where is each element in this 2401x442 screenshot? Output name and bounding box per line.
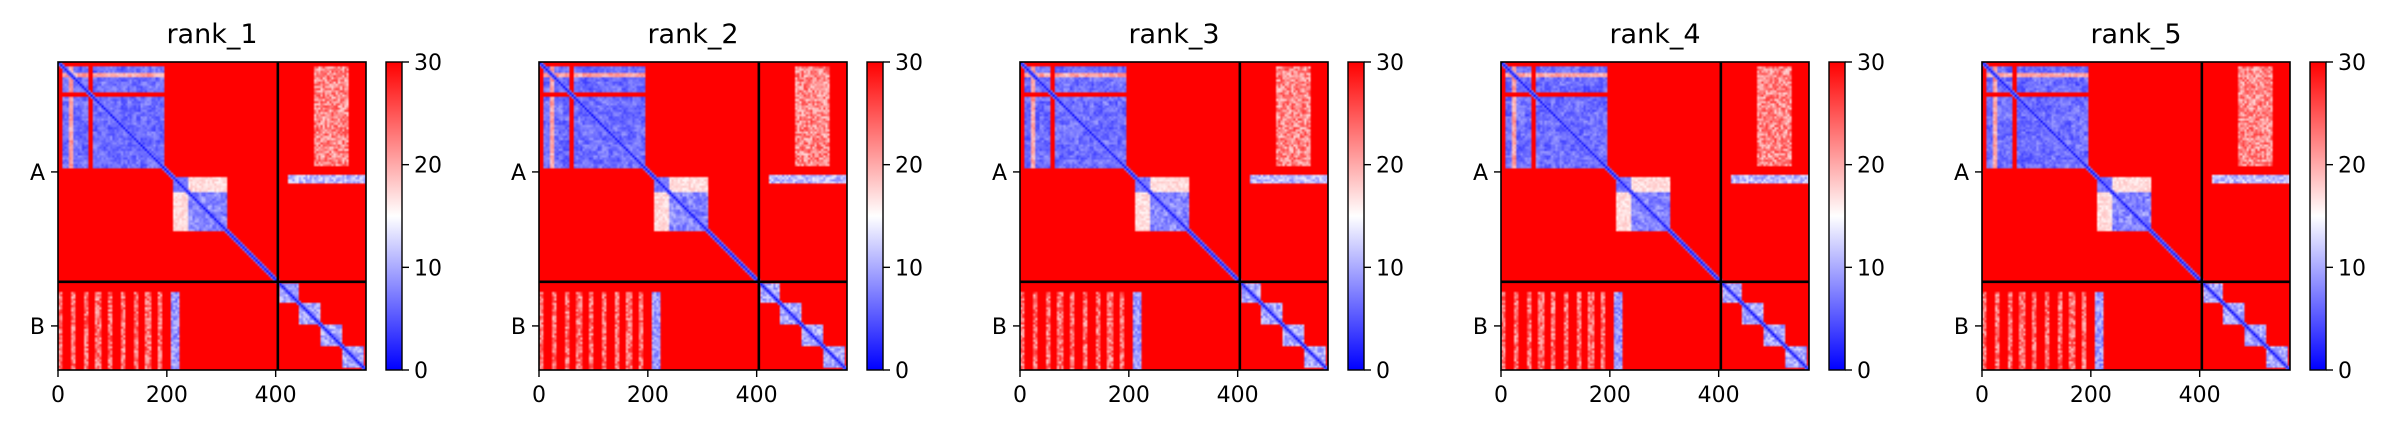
colorbar-tick-label: 20 — [1857, 154, 1885, 179]
x-tick-label: 0 — [1494, 383, 1508, 408]
y-tick-label: A — [1954, 161, 1969, 186]
x-tick-label: 400 — [736, 383, 778, 408]
colorbar-tick-label: 20 — [895, 154, 923, 179]
colorbar — [385, 61, 403, 371]
y-tick-label: A — [1473, 161, 1488, 186]
y-tick-label: B — [992, 315, 1007, 340]
pae-heatmap-image — [1982, 62, 2290, 370]
colorbar-tick-label: 30 — [895, 51, 923, 76]
colorbar-tick-label: 0 — [414, 359, 428, 384]
colorbar — [2309, 61, 2327, 371]
x-tick-label: 200 — [2070, 383, 2112, 408]
x-tick-label: 400 — [1217, 383, 1259, 408]
pae-heatmap-image — [1501, 62, 1809, 370]
colorbar-tick-label: 0 — [895, 359, 909, 384]
colorbar-tick-label: 30 — [1857, 51, 1885, 76]
x-tick-label: 200 — [1589, 383, 1631, 408]
pae-heatmap-image — [58, 62, 366, 370]
colorbar-tick-label: 10 — [1857, 256, 1885, 281]
panel-4: rank_4 0 200 400 A B 0 10 20 30 — [1473, 19, 1885, 408]
colorbar-tick-label: 10 — [895, 256, 923, 281]
colorbar-tick-label: 20 — [2338, 154, 2366, 179]
x-tick-label: 0 — [51, 383, 65, 408]
colorbar-tick-label: 20 — [414, 154, 442, 179]
colorbar — [866, 61, 884, 371]
panel-title: rank_4 — [1609, 19, 1700, 50]
y-tick-label: B — [511, 315, 526, 340]
x-tick-label: 200 — [627, 383, 669, 408]
plot-frame — [1500, 61, 1810, 371]
x-tick-label: 200 — [146, 383, 188, 408]
colorbar-tick-label: 10 — [414, 256, 442, 281]
x-tick-label: 400 — [255, 383, 297, 408]
plot-frame — [57, 61, 367, 371]
panel-2: rank_2 0 200 400 A B 0 10 20 30 — [511, 19, 923, 408]
x-tick-label: 400 — [2179, 383, 2221, 408]
panel-title: rank_5 — [2090, 19, 2181, 50]
panel-title: rank_3 — [1128, 19, 1219, 50]
x-tick-label: 0 — [532, 383, 546, 408]
pae-heatmap-image — [1020, 62, 1328, 370]
x-tick-label: 400 — [1698, 383, 1740, 408]
colorbar-tick-label: 0 — [2338, 359, 2352, 384]
colorbar-tick-label: 30 — [414, 51, 442, 76]
panel-5: rank_5 0 200 400 A B 0 10 20 30 — [1954, 19, 2366, 408]
colorbar-tick-label: 20 — [1376, 154, 1404, 179]
plot-frame — [1019, 61, 1329, 371]
plot-frame — [1981, 61, 2291, 371]
colorbar-tick-label: 10 — [2338, 256, 2366, 281]
panel-title: rank_1 — [166, 19, 257, 50]
colorbar — [1347, 61, 1365, 371]
x-tick-label: 0 — [1975, 383, 1989, 408]
colorbar-tick-label: 30 — [2338, 51, 2366, 76]
y-tick-label: B — [30, 315, 45, 340]
y-tick-label: B — [1954, 315, 1969, 340]
pae-heatmap-image — [539, 62, 847, 370]
plot-frame — [538, 61, 848, 371]
colorbar-tick-label: 0 — [1857, 359, 1871, 384]
panel-3: rank_3 0 200 400 A B 0 10 20 30 — [992, 19, 1404, 408]
panel-title: rank_2 — [647, 19, 738, 50]
y-tick-label: A — [992, 161, 1007, 186]
y-tick-label: A — [30, 161, 45, 186]
y-tick-label: A — [511, 161, 526, 186]
panel-1: rank_1 0 200 400 A B 0 10 20 30 — [30, 19, 442, 408]
colorbar-tick-label: 10 — [1376, 256, 1404, 281]
y-tick-label: B — [1473, 315, 1488, 340]
colorbar — [1828, 61, 1846, 371]
x-tick-label: 200 — [1108, 383, 1150, 408]
colorbar-tick-label: 30 — [1376, 51, 1404, 76]
colorbar-tick-label: 0 — [1376, 359, 1390, 384]
x-tick-label: 0 — [1013, 383, 1027, 408]
